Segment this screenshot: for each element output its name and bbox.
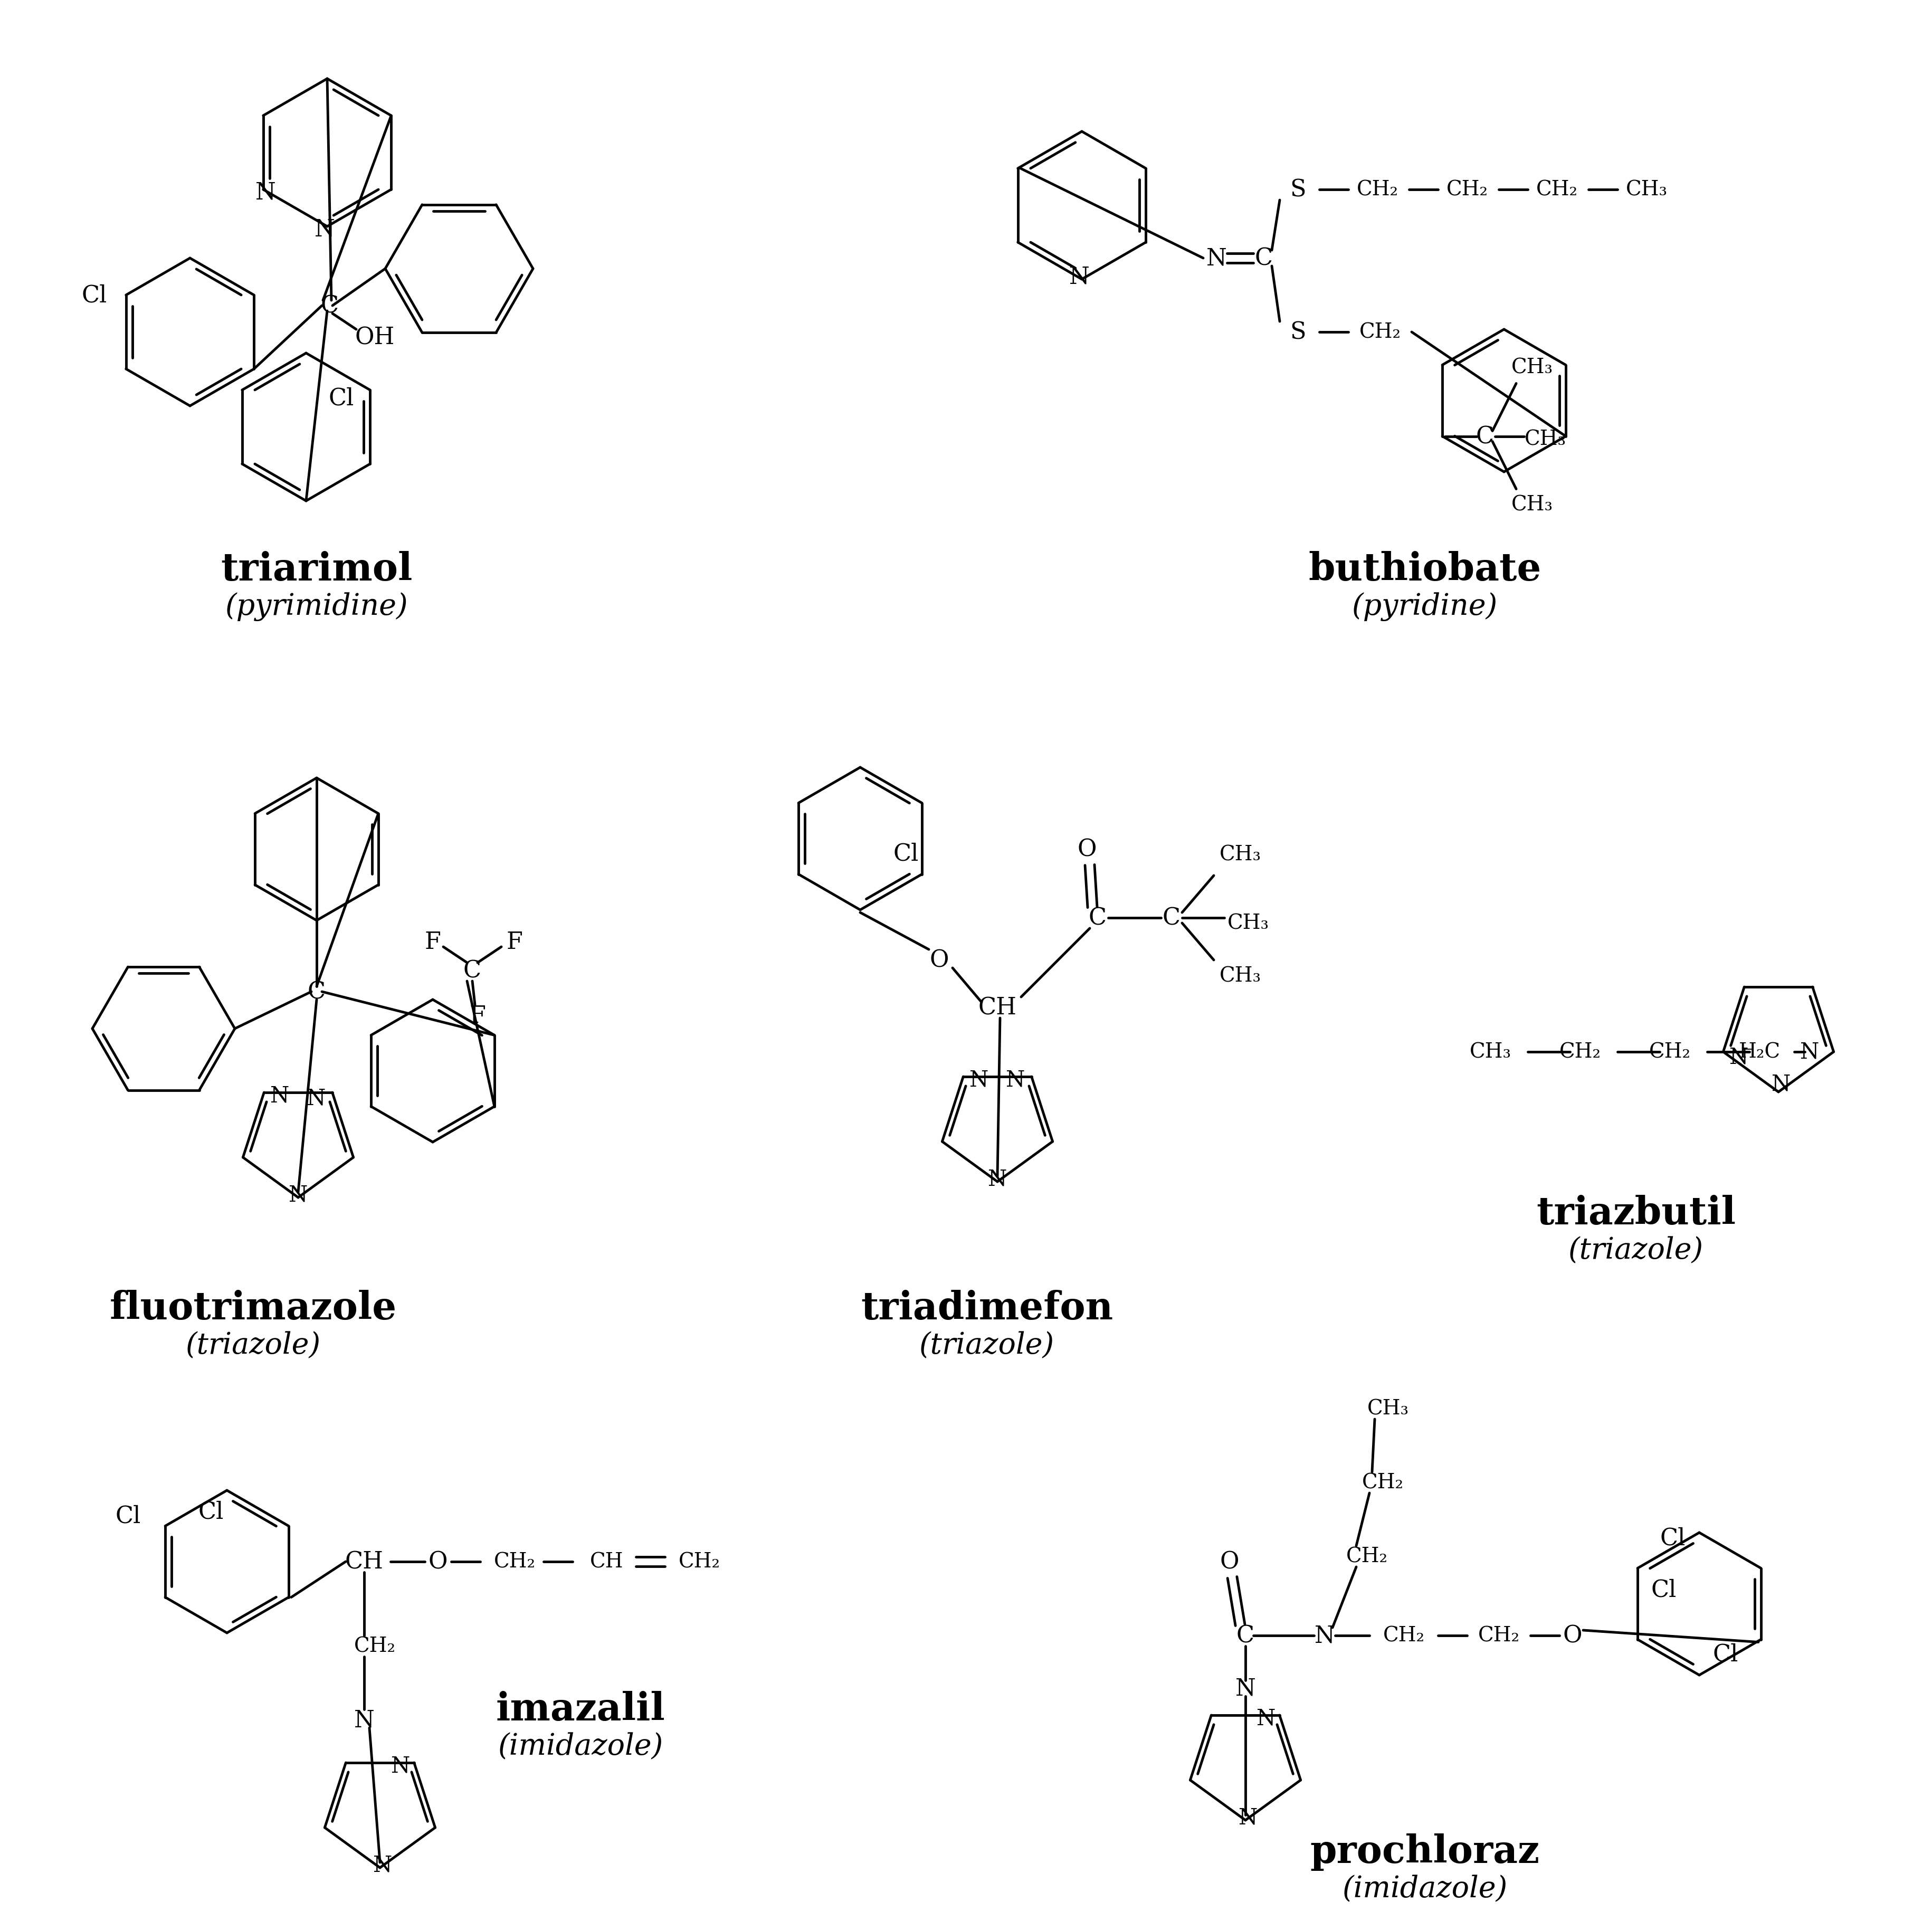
Text: O: O: [1078, 838, 1097, 861]
Text: CH₃: CH₃: [1524, 430, 1567, 450]
Text: S: S: [1291, 321, 1306, 344]
Text: C: C: [1256, 248, 1273, 271]
Text: N: N: [315, 219, 334, 240]
Text: CH₂: CH₂: [1650, 1043, 1690, 1062]
Text: N: N: [270, 1083, 290, 1106]
Text: N: N: [1772, 1074, 1791, 1095]
Text: Cl: Cl: [893, 841, 920, 864]
Text: imazalil: imazalil: [497, 1690, 665, 1729]
Text: N: N: [987, 1168, 1007, 1191]
Text: OH: OH: [355, 327, 394, 350]
Text: (pyrimidine): (pyrimidine): [226, 592, 408, 620]
Text: F: F: [506, 930, 524, 953]
Text: N: N: [1256, 1706, 1275, 1729]
Text: O: O: [929, 949, 949, 972]
Text: F: F: [469, 1005, 485, 1028]
Text: CH₃: CH₃: [1625, 181, 1667, 200]
Text: Cl: Cl: [328, 386, 354, 409]
Text: CH₂: CH₂: [1358, 323, 1401, 342]
Text: N: N: [1235, 1677, 1256, 1700]
Text: CH₂: CH₂: [1362, 1473, 1403, 1493]
Text: N: N: [1007, 1068, 1026, 1091]
Text: N: N: [373, 1854, 392, 1877]
Text: (pyridine): (pyridine): [1352, 592, 1497, 620]
Text: buthiobate: buthiobate: [1308, 551, 1542, 588]
Text: (triazole): (triazole): [1569, 1235, 1704, 1264]
Text: S: S: [1291, 179, 1306, 202]
Text: CH₂: CH₂: [1559, 1043, 1602, 1062]
Text: CH₃: CH₃: [1368, 1398, 1408, 1418]
Text: N: N: [307, 1087, 327, 1108]
Text: triazbutil: triazbutil: [1536, 1195, 1735, 1231]
Text: prochloraz: prochloraz: [1310, 1833, 1540, 1871]
Text: Cl: Cl: [1660, 1527, 1685, 1550]
Text: O: O: [1219, 1550, 1238, 1573]
Text: CH₂: CH₂: [354, 1637, 396, 1656]
Text: C: C: [321, 294, 338, 317]
Text: CH₂: CH₂: [1447, 181, 1488, 200]
Text: (triazole): (triazole): [920, 1331, 1055, 1360]
Text: N: N: [255, 181, 276, 204]
Text: Cl: Cl: [81, 284, 106, 307]
Text: C: C: [1236, 1623, 1254, 1646]
Text: C: C: [307, 980, 327, 1003]
Text: Cl: Cl: [1714, 1642, 1739, 1666]
Text: triadimefon: triadimefon: [860, 1289, 1113, 1327]
Text: (imidazole): (imidazole): [1343, 1875, 1507, 1904]
Text: CH₂: CH₂: [1383, 1625, 1424, 1644]
Text: N: N: [1314, 1623, 1335, 1646]
Text: N: N: [1729, 1047, 1748, 1068]
Text: CH₂: CH₂: [495, 1552, 535, 1571]
Text: F: F: [425, 930, 440, 953]
Text: CH₃: CH₃: [1219, 845, 1262, 864]
Text: CH₂: CH₂: [1536, 181, 1578, 200]
Text: N: N: [392, 1754, 410, 1777]
Text: C: C: [464, 959, 481, 982]
Text: N: N: [1206, 248, 1227, 271]
Text: triarimol: triarimol: [220, 551, 413, 588]
Text: N: N: [1238, 1806, 1258, 1829]
Text: Cl: Cl: [199, 1500, 224, 1523]
Text: N: N: [354, 1708, 375, 1731]
Text: Cl: Cl: [116, 1504, 141, 1527]
Text: CH₂: CH₂: [1347, 1546, 1387, 1566]
Text: O: O: [429, 1550, 448, 1573]
Text: CH: CH: [346, 1550, 383, 1573]
Text: CH₃: CH₃: [1511, 496, 1553, 515]
Text: N: N: [970, 1068, 989, 1091]
Text: CH₃: CH₃: [1227, 914, 1269, 934]
Text: CH₂: CH₂: [678, 1552, 721, 1571]
Text: CH₃: CH₃: [1470, 1043, 1511, 1062]
Text: CH₂: CH₂: [1356, 181, 1399, 200]
Text: CH₃: CH₃: [1219, 966, 1262, 985]
Text: CH: CH: [589, 1552, 624, 1571]
Text: CH₂: CH₂: [1478, 1625, 1520, 1644]
Text: fluotrimazole: fluotrimazole: [110, 1289, 396, 1327]
Text: H₂C: H₂C: [1739, 1043, 1781, 1062]
Text: CH: CH: [978, 997, 1016, 1020]
Text: (imidazole): (imidazole): [498, 1733, 663, 1762]
Text: N: N: [1801, 1041, 1820, 1062]
Text: Cl: Cl: [1652, 1577, 1677, 1600]
Text: N: N: [288, 1183, 307, 1206]
Text: CH₃: CH₃: [1511, 357, 1553, 378]
Text: O: O: [1563, 1623, 1582, 1646]
Text: C: C: [1476, 425, 1493, 448]
Text: C: C: [1088, 907, 1107, 930]
Text: C: C: [1163, 907, 1180, 930]
Text: (triazole): (triazole): [185, 1331, 321, 1360]
Text: N: N: [1068, 265, 1090, 288]
